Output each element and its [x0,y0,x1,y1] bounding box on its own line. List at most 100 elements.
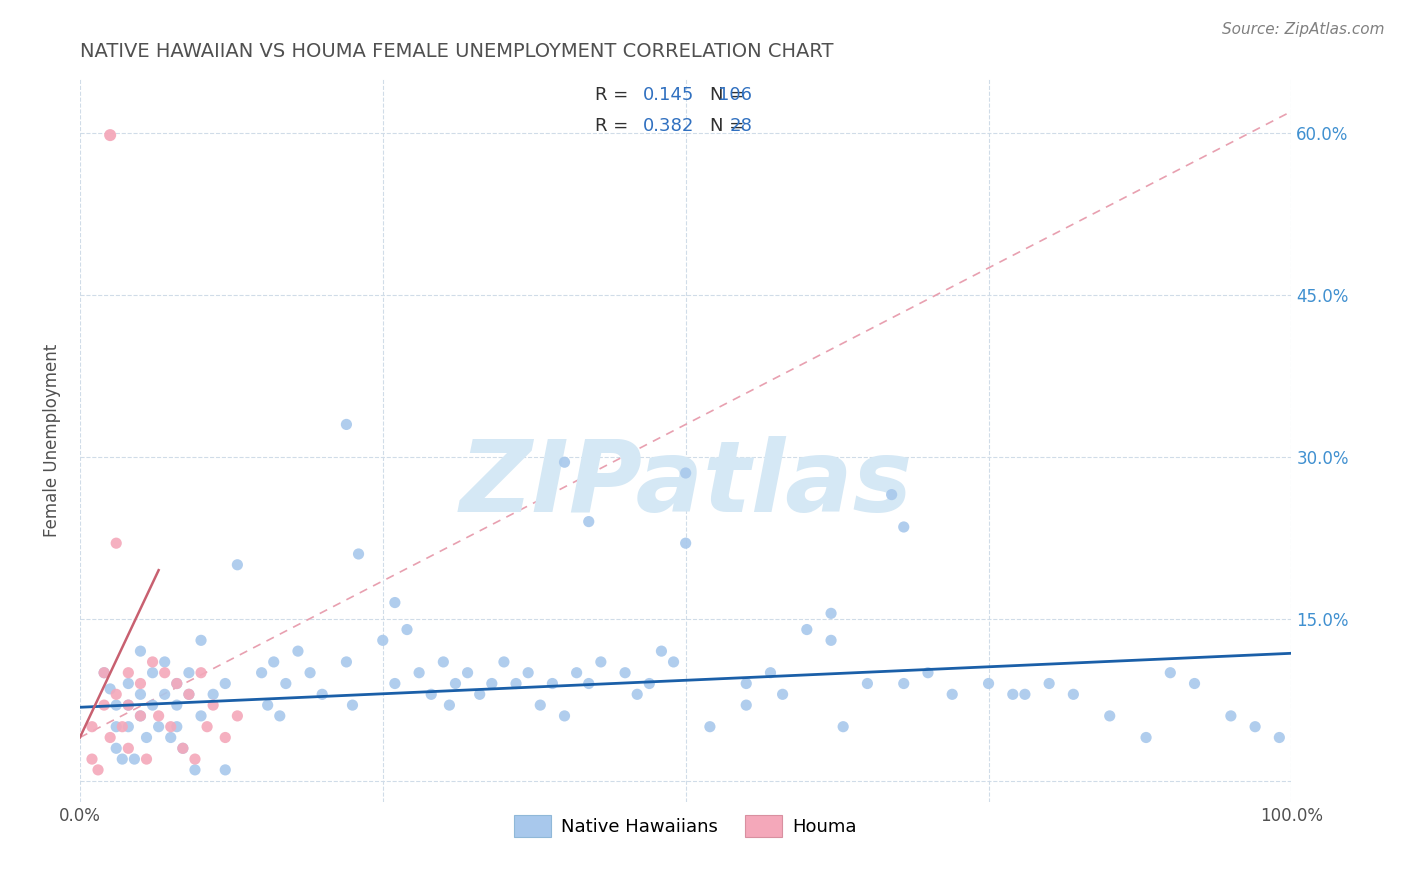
Point [153,665,176,680]
Point [699,720,721,734]
Point [172,741,194,756]
Point [226,558,249,572]
Point [117,676,139,690]
Point [1098,709,1121,723]
Point [505,676,527,690]
Point [98,128,121,142]
Point [80,720,103,734]
Point [589,655,612,669]
Text: 106: 106 [718,86,752,103]
Point [117,698,139,712]
Point [529,698,551,712]
Point [917,665,939,680]
Point [129,676,152,690]
Text: NATIVE HAWAIIAN VS HOUMA FEMALE UNEMPLOYMENT CORRELATION CHART: NATIVE HAWAIIAN VS HOUMA FEMALE UNEMPLOY… [80,42,834,61]
Point [662,655,685,669]
Text: N =: N = [710,117,749,135]
Point [256,698,278,712]
Point [166,676,188,690]
Text: 0.382: 0.382 [644,117,695,135]
Point [117,698,139,712]
Point [553,455,575,469]
Point [250,665,273,680]
Point [190,709,212,723]
Point [311,687,333,701]
Point [159,731,181,745]
Point [675,536,697,550]
Point [1184,676,1206,690]
Point [190,633,212,648]
Point [263,655,285,669]
Point [1159,665,1181,680]
Point [214,731,236,745]
Point [177,687,200,701]
Point [614,665,637,680]
Point [342,698,364,712]
Point [159,720,181,734]
Point [444,676,467,690]
Point [541,676,564,690]
Point [274,676,297,690]
Point [117,665,139,680]
Point [517,665,540,680]
Point [880,487,903,501]
Point [893,520,915,534]
Point [98,731,121,745]
Point [335,655,357,669]
Point [172,741,194,756]
Point [129,687,152,701]
Point [105,687,128,701]
Point [796,623,818,637]
Point [578,676,600,690]
Point [832,720,855,734]
Point [190,665,212,680]
Point [93,698,115,712]
Point [481,676,503,690]
Point [893,676,915,690]
Point [420,687,443,701]
Point [626,687,648,701]
Text: ZIPatlas: ZIPatlas [460,435,912,533]
Point [214,676,236,690]
Point [384,676,406,690]
Point [856,676,879,690]
Point [650,644,672,658]
Text: 0.145: 0.145 [644,86,695,103]
Point [177,665,200,680]
Legend: Native Hawaiians, Houma: Native Hawaiians, Houma [508,807,865,844]
Point [820,633,842,648]
Point [184,763,207,777]
Point [135,731,157,745]
Point [105,536,128,550]
Point [299,665,322,680]
Point [1268,731,1291,745]
Point [142,665,165,680]
Point [735,698,758,712]
Point [457,665,479,680]
Point [214,763,236,777]
Y-axis label: Female Unemployment: Female Unemployment [44,344,60,537]
Point [565,665,588,680]
Point [111,752,134,766]
Point [87,763,110,777]
Point [675,466,697,480]
Point [1135,731,1157,745]
Point [80,752,103,766]
Point [105,720,128,734]
Point [395,623,418,637]
Text: R =: R = [595,117,634,135]
Text: N =: N = [710,86,749,103]
Point [153,687,176,701]
Point [148,720,170,734]
Point [553,709,575,723]
Point [735,676,758,690]
Point [142,698,165,712]
Point [166,720,188,734]
Point [129,709,152,723]
Point [638,676,661,690]
Point [439,698,461,712]
Text: Source: ZipAtlas.com: Source: ZipAtlas.com [1222,22,1385,37]
Point [772,687,794,701]
Point [1219,709,1241,723]
Point [129,709,152,723]
